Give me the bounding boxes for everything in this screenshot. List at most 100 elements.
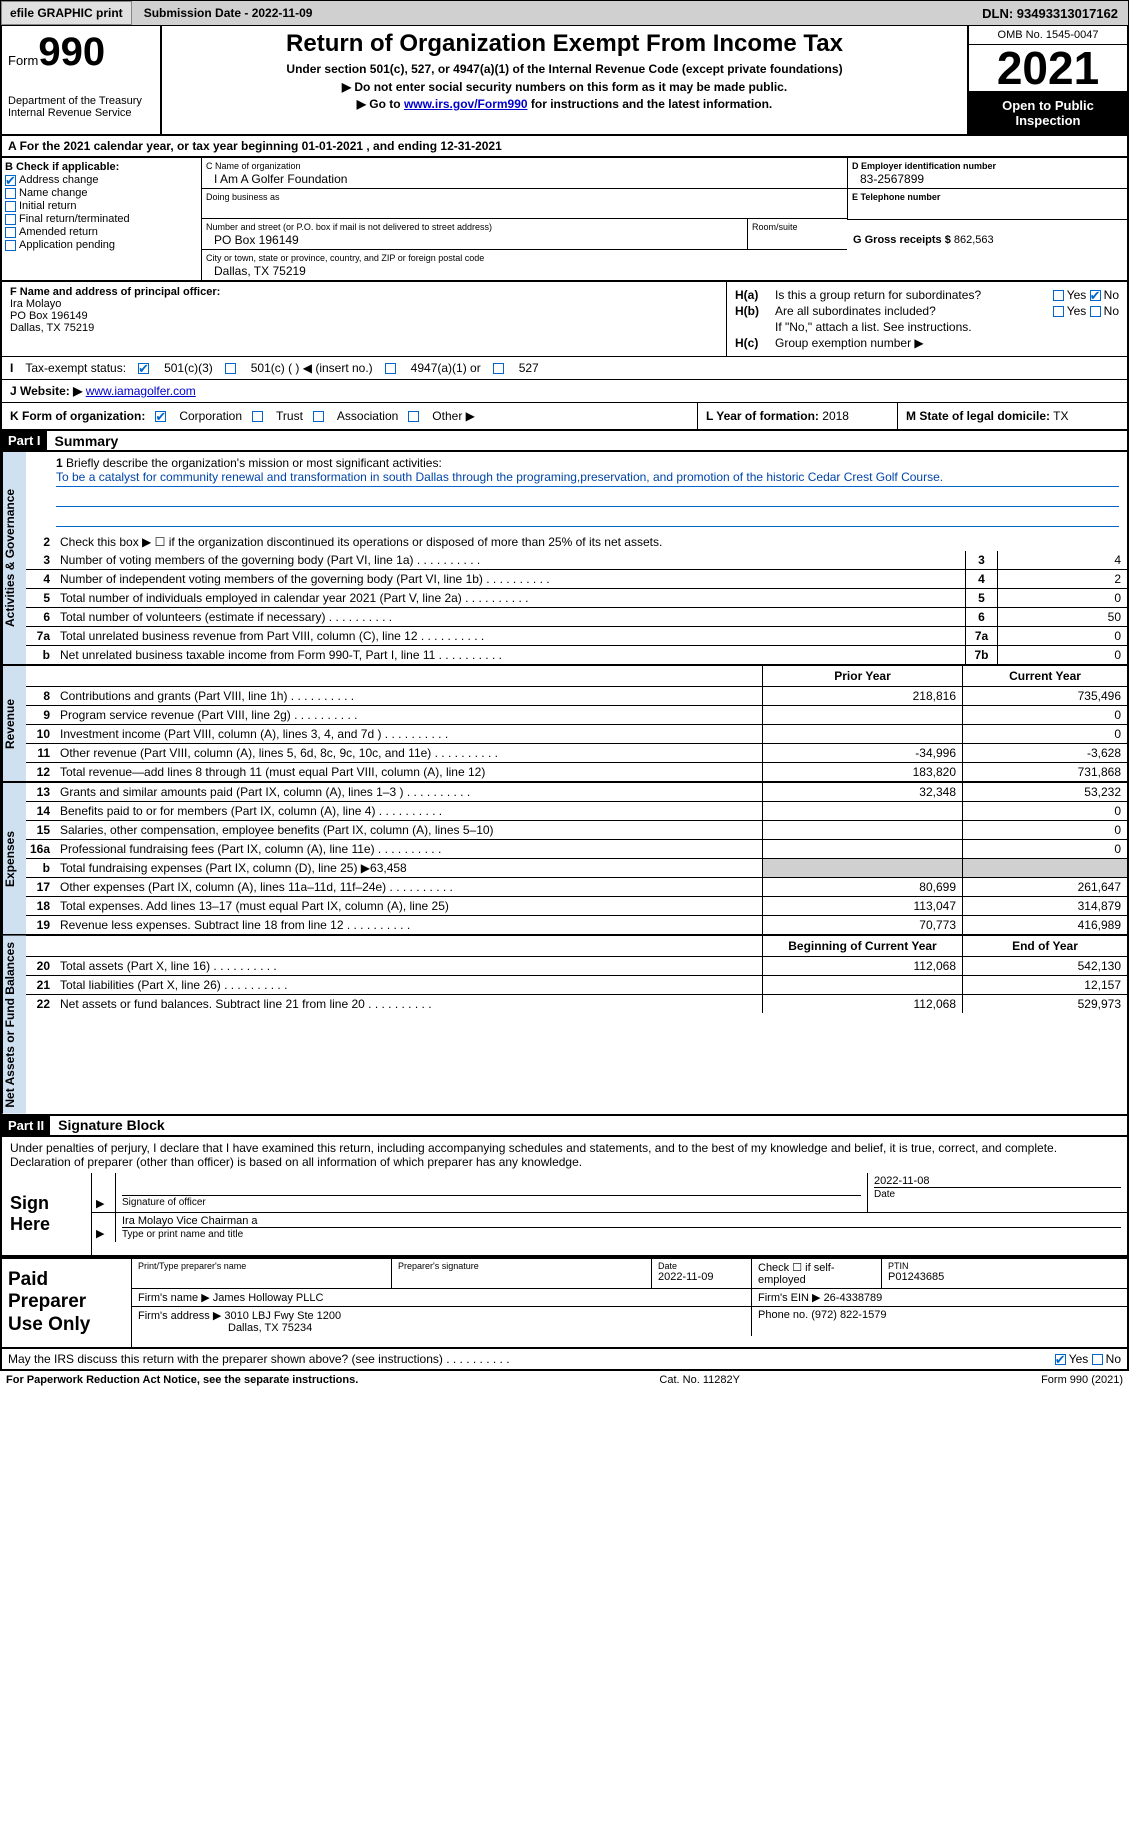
opt-other: Other ▶ [432,409,475,423]
hc-question: Group exemption number ▶ [775,336,1119,350]
g-label: G Gross receipts $ [853,234,951,246]
cb-501c3[interactable] [138,363,149,374]
domicile-state: TX [1053,409,1068,423]
section-j: J Website: ▶ www.iamagolfer.com [0,380,1129,403]
line-22: Net assets or fund balances. Subtract li… [56,995,762,1013]
v10c: 0 [962,725,1127,743]
lbl-initial-return: Initial return [19,200,76,212]
v16bc [962,859,1127,877]
firm-addr-label: Firm's address ▶ [138,1310,221,1322]
l-label: L Year of formation: [706,409,819,423]
section-fh: F Name and address of principal officer:… [0,282,1129,357]
v11p: -34,996 [762,744,962,762]
gross-receipts-value: 862,563 [954,234,994,246]
opt-trust: Trust [276,409,303,423]
opt-assoc: Association [337,409,398,423]
line-8: Contributions and grants (Part VIII, lin… [56,687,762,705]
cb-initial-return[interactable] [5,201,16,212]
side-netassets: Net Assets or Fund Balances [2,936,26,1114]
cb-final-return[interactable] [5,214,16,225]
v14p [762,802,962,820]
efile-print-button[interactable]: efile GRAPHIC print [1,1,132,25]
top-bar: efile GRAPHIC print Submission Date - 20… [0,0,1129,26]
e-label: E Telephone number [852,192,940,202]
blank-line-2 [56,511,1119,527]
line-4: Number of independent voting members of … [56,570,965,588]
n6: 6 [965,608,997,626]
cb-trust[interactable] [252,411,263,422]
section-l: L Year of formation: 2018 [697,403,897,429]
v10p [762,725,962,743]
line-5: Total number of individuals employed in … [56,589,965,607]
officer-addr1: PO Box 196149 [10,310,718,322]
discuss-no: No [1106,1352,1121,1366]
line-12: Total revenue—add lines 8 through 11 (mu… [56,763,762,781]
line-7a: Total unrelated business revenue from Pa… [56,627,965,645]
line-20: Total assets (Part X, line 16) [56,957,762,975]
cb-amended-return[interactable] [5,227,16,238]
cb-corp[interactable] [155,411,166,422]
section-b: B Check if applicable: Address change Na… [2,158,202,280]
v22c: 529,973 [962,995,1127,1013]
period-text: For the 2021 calendar year, or tax year … [20,139,502,153]
cb-4947[interactable] [385,363,396,374]
cb-ha-no[interactable] [1090,290,1101,301]
officer-name: Ira Molayo [10,298,718,310]
cb-discuss-yes[interactable] [1055,1354,1066,1365]
cb-hb-yes[interactable] [1053,306,1064,317]
period-row: A For the 2021 calendar year, or tax yea… [0,136,1129,158]
cb-501c[interactable] [225,363,236,374]
col-prior-year: Prior Year [762,666,962,686]
cb-527[interactable] [493,363,504,374]
c-name-label: C Name of organization [206,161,301,171]
cb-assoc[interactable] [313,411,324,422]
cb-address-change[interactable] [5,175,16,186]
j-label: Website: ▶ [20,384,82,398]
side-expenses: Expenses [2,783,26,934]
v7b: 0 [997,646,1127,664]
side-revenue: Revenue [2,666,26,781]
website-link[interactable]: www.iamagolfer.com [86,384,196,398]
cb-discuss-no[interactable] [1092,1354,1103,1365]
cb-other[interactable] [408,411,419,422]
v7a: 0 [997,627,1127,645]
hb-yes: Yes [1067,304,1087,318]
lbl-amended-return: Amended return [19,226,98,238]
irs-link[interactable]: www.irs.gov/Form990 [404,97,528,111]
v15p [762,821,962,839]
signature-label: Signature of officer [122,1195,861,1208]
hb-note: If "No," attach a list. See instructions… [735,320,1119,334]
part-2-title: Signature Block [50,1117,165,1133]
cb-ha-yes[interactable] [1053,290,1064,301]
v18c: 314,879 [962,897,1127,915]
ha-question: Is this a group return for subordinates? [775,288,1053,302]
formation-year: 2018 [822,409,849,423]
ptin-value: P01243685 [888,1271,944,1283]
lbl-address-change: Address change [19,174,99,186]
line-16a: Professional fundraising fees (Part IX, … [56,840,762,858]
cb-app-pending[interactable] [5,240,16,251]
v11c: -3,628 [962,744,1127,762]
cb-hb-no[interactable] [1090,306,1101,317]
cb-name-change[interactable] [5,188,16,199]
form-header: Form990 Department of the Treasury Inter… [0,26,1129,136]
cat-no: Cat. No. 11282Y [659,1374,740,1386]
i-label: Tax-exempt status: [25,361,126,375]
date-label: Date [874,1187,1121,1200]
v3: 4 [997,551,1127,569]
line-9: Program service revenue (Part VIII, line… [56,706,762,724]
name-title-label: Type or print name and title [122,1227,1121,1240]
discuss-question: May the IRS discuss this return with the… [8,1352,510,1366]
instr2-prefix: ▶ Go to [357,97,404,111]
ha-no: No [1104,288,1119,302]
line-13: Grants and similar amounts paid (Part IX… [56,783,762,801]
section-klm: K Form of organization: Corporation Trus… [0,403,1129,431]
room-label: Room/suite [752,222,798,232]
signature-date: 2022-11-08 [874,1175,1121,1187]
v13p: 32,348 [762,783,962,801]
line-3: Number of voting members of the governin… [56,551,965,569]
v19c: 416,989 [962,916,1127,934]
form-footer: Form 990 (2021) [1041,1374,1123,1386]
v20c: 542,130 [962,957,1127,975]
line-16b: Total fundraising expenses (Part IX, col… [56,859,762,877]
